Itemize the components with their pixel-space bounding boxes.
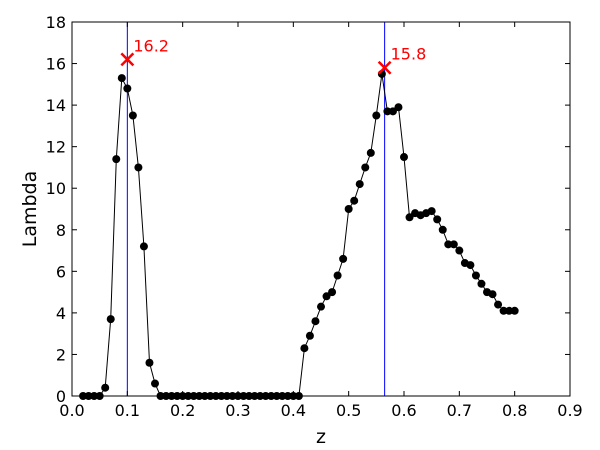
data-point: [317, 302, 325, 311]
data-point: [355, 180, 364, 189]
data-point: [112, 155, 121, 164]
y-tick-label: 2: [56, 345, 66, 364]
y-tick-label: 6: [56, 262, 66, 281]
x-tick-label: 0.3: [225, 401, 250, 420]
plot-frame: [71, 21, 571, 397]
data-point: [361, 163, 370, 172]
data-point: [449, 240, 458, 249]
peak-marker-1: [120, 52, 135, 67]
data-point: [372, 111, 381, 120]
data-point: [123, 84, 132, 93]
peak-label-2: 15.8: [391, 45, 427, 64]
data-point: [510, 306, 519, 315]
data-point: [344, 205, 353, 213]
x-tick-label: 0.9: [557, 401, 582, 420]
data-point: [477, 279, 486, 288]
data-point: [128, 111, 137, 120]
data-point: [471, 271, 480, 280]
data-point: [455, 246, 464, 255]
y-tick-label: 8: [56, 221, 66, 240]
y-tick-label: 0: [56, 387, 66, 406]
x-tick-label: 0.7: [447, 401, 472, 420]
data-point: [350, 196, 359, 205]
peak-cross-stroke: [120, 52, 135, 67]
data-point: [139, 242, 148, 251]
data-point: [405, 213, 414, 222]
y-tick-label: 16: [46, 55, 66, 74]
data-point: [339, 254, 348, 263]
data-point: [151, 379, 159, 388]
data-point: [499, 306, 508, 315]
x-tick-label: 0.1: [115, 401, 140, 420]
data-point: [305, 331, 314, 340]
data-point: [444, 240, 453, 249]
data-point: [438, 225, 447, 234]
x-tick-label: 0.0: [59, 401, 84, 420]
data-point: [101, 383, 110, 392]
data-point: [494, 300, 503, 309]
data-point: [311, 317, 320, 326]
data-point: [366, 148, 375, 157]
data-point: [106, 315, 115, 324]
data-point: [300, 344, 309, 353]
data-point: [333, 271, 342, 280]
data-point: [488, 290, 497, 299]
x-axis-title: z: [316, 426, 326, 448]
data-point: [322, 292, 331, 301]
y-tick-label: 10: [46, 179, 66, 198]
peak-marker-2: [377, 60, 392, 75]
x-tick-label: 0.6: [391, 401, 416, 420]
data-point: [394, 103, 403, 112]
y-axis-title: Lambda: [19, 171, 41, 248]
data-point: [466, 261, 475, 270]
series-line: [83, 73, 515, 397]
data-point: [427, 207, 436, 216]
y-tick-label: 14: [46, 96, 66, 115]
y-tick-label: 12: [46, 138, 66, 157]
peak-label-1: 16.2: [133, 36, 169, 55]
y-tick-label: 18: [46, 13, 66, 32]
data-point: [134, 163, 143, 172]
data-point: [433, 215, 442, 224]
data-point: [400, 153, 408, 162]
x-tick-label: 0.4: [281, 401, 306, 420]
x-tick-label: 0.2: [170, 401, 195, 420]
data-point: [383, 107, 392, 116]
data-point: [117, 74, 126, 83]
data-point: [388, 107, 397, 116]
x-tick-label: 0.8: [502, 401, 527, 420]
data-point: [145, 358, 154, 367]
peak-cross-stroke: [377, 60, 392, 75]
y-tick-label: 4: [56, 304, 66, 323]
data-point: [328, 288, 337, 297]
data-point: [505, 306, 514, 315]
x-tick-label: 0.5: [336, 401, 361, 420]
